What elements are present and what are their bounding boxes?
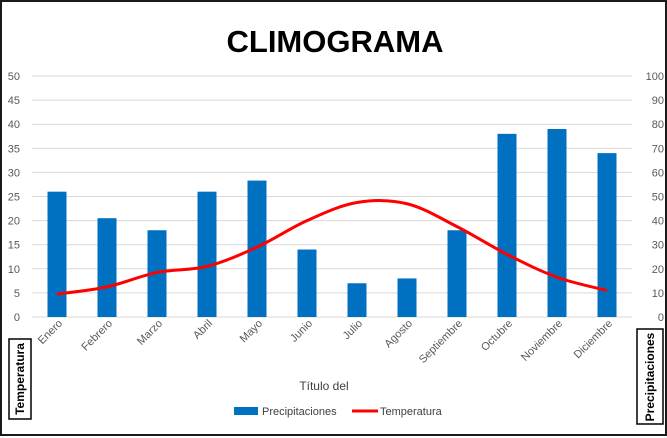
- precipitation-bars: [47, 129, 617, 317]
- bar-noviembre: [547, 129, 567, 317]
- category-labels: Enero Febrero Marzo Abril Mayo Junio Julio Agos…: [36, 318, 615, 366]
- left-tick-label: 25: [8, 192, 20, 204]
- bar-febrero: [97, 218, 117, 317]
- bar-julio: [347, 283, 367, 317]
- left-tick-label: 40: [8, 119, 20, 131]
- left-tick-label: 5: [14, 288, 20, 300]
- category-label-septiembre: Septiembre: [417, 318, 465, 366]
- category-label-febrero: Febrero: [79, 318, 115, 354]
- category-label-diciembre: Diciembre: [572, 318, 615, 361]
- bar-agosto: [397, 278, 417, 317]
- right-tick-label: 40: [652, 216, 664, 228]
- temperature-line-path: [56, 199, 608, 296]
- category-label-octubre: Octubre: [479, 318, 515, 354]
- right-label-border: [636, 328, 664, 425]
- category-label-enero: Enero: [36, 318, 65, 347]
- right-axis-title: Precipitaciones: [643, 332, 657, 421]
- category-label-mayo: Mayo: [238, 318, 266, 346]
- bar-junio: [297, 249, 317, 317]
- left-label-border: [8, 338, 32, 420]
- right-tick-label: 90: [652, 95, 664, 107]
- category-label-abril: Abril: [191, 318, 215, 342]
- right-tick-label: 30: [652, 240, 664, 252]
- legend-label-precipitaciones: Precipitaciones: [262, 406, 337, 418]
- left-tick-label: 15: [8, 240, 20, 252]
- right-tick-label: 20: [652, 264, 664, 276]
- category-label-marzo: Marzo: [135, 318, 165, 348]
- left-axis-title: Temperatura: [13, 343, 27, 415]
- left-tick-label: 30: [8, 167, 20, 179]
- right-axis-label-box: Precipitaciones: [636, 328, 664, 425]
- right-tick-label: 0: [658, 312, 664, 324]
- right-tick-label: 80: [652, 119, 664, 131]
- category-label-agosto: Agosto: [382, 318, 415, 351]
- x-axis-title: Título del: [299, 379, 348, 393]
- legend: Precipitaciones Temperatura: [234, 406, 443, 418]
- bar-septiembre: [447, 230, 467, 317]
- right-axis-ticks: 0 10 20 30 40 50 60 70 80 90 100: [646, 71, 664, 324]
- right-tick-label: 70: [652, 143, 664, 155]
- bar-diciembre: [597, 153, 617, 317]
- right-tick-label: 50: [652, 192, 664, 204]
- left-axis-label-box: Temperatura: [8, 338, 32, 420]
- left-tick-label: 20: [8, 216, 20, 228]
- right-tick-label: 10: [652, 288, 664, 300]
- category-label-noviembre: Noviembre: [519, 318, 565, 364]
- left-tick-label: 0: [14, 312, 20, 324]
- left-tick-label: 35: [8, 143, 20, 155]
- left-tick-label: 45: [8, 95, 20, 107]
- legend-label-temperatura: Temperatura: [380, 406, 443, 418]
- temperature-line: [56, 199, 608, 296]
- bar-mayo: [247, 180, 267, 317]
- left-axis-ticks: 0 5 10 15 20 25 30 35 40 45 50: [8, 71, 20, 324]
- category-label-junio: Junio: [288, 318, 315, 345]
- bar-abril: [197, 191, 217, 317]
- right-tick-label: 60: [652, 167, 664, 179]
- right-tick-label: 100: [646, 71, 664, 83]
- chart-title: CLIMOGRAMA: [227, 24, 444, 59]
- left-tick-label: 10: [8, 264, 20, 276]
- bar-enero: [47, 191, 67, 317]
- category-label-julio: Julio: [341, 318, 365, 342]
- bar-octubre: [497, 133, 517, 317]
- left-tick-label: 50: [8, 71, 20, 83]
- gridlines: [32, 75, 632, 318]
- legend-swatch-precipitaciones: [234, 407, 258, 415]
